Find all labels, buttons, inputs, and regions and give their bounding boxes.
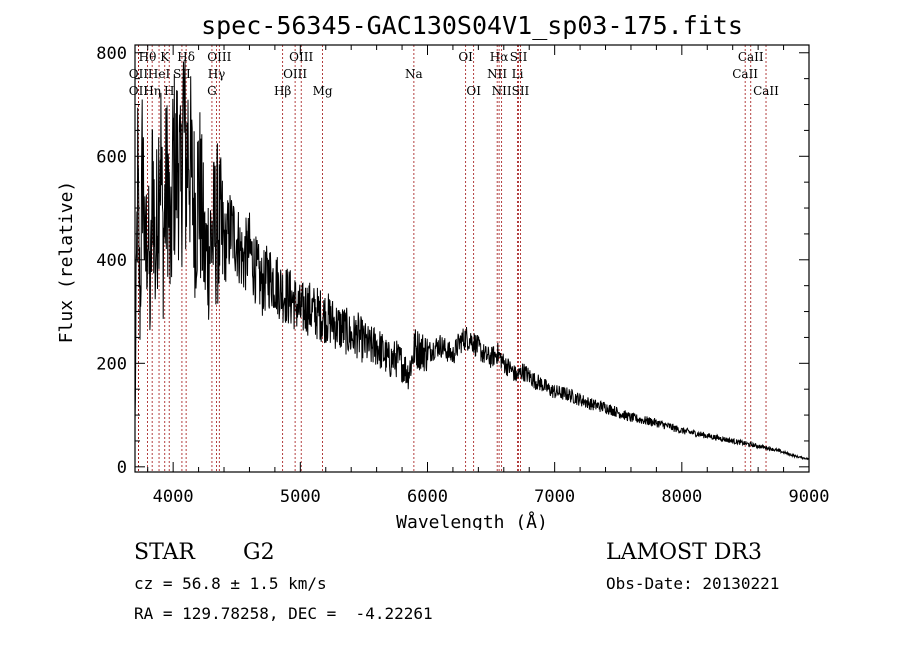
x-tick-label-3: 7000 bbox=[534, 487, 575, 507]
emission-line-label-9: OIII bbox=[207, 50, 231, 64]
emission-line-label-6: H bbox=[164, 84, 174, 98]
emission-line-label-13: OIII bbox=[289, 50, 313, 64]
y-tick-label-4: 800 bbox=[96, 44, 127, 64]
emission-line-label-4: HeI bbox=[148, 67, 171, 81]
emission-line-label-5: Hη bbox=[143, 84, 161, 98]
y-tick-label-0: 0 bbox=[117, 458, 127, 478]
x-tick-label-0: 4000 bbox=[153, 487, 194, 507]
emission-line-label-22: Li bbox=[512, 67, 524, 81]
emission-line-label-8: Hδ bbox=[177, 50, 195, 64]
emission-line-label-26: CaII bbox=[732, 67, 758, 81]
emission-line-label-0: Hθ bbox=[139, 50, 157, 64]
y-tick-label-1: 200 bbox=[96, 354, 127, 374]
emission-line-label-19: Hα bbox=[490, 50, 509, 64]
emission-line-label-7: SII bbox=[173, 67, 191, 81]
emission-line-label-27: CaII bbox=[753, 84, 779, 98]
emission-line-label-11: G bbox=[207, 84, 217, 98]
emission-line-label-23: NII bbox=[492, 84, 512, 98]
emission-line-label-15: Mg bbox=[313, 84, 333, 98]
x-axis-label: Wavelength (Å) bbox=[396, 511, 548, 530]
x-tick-label-2: 6000 bbox=[407, 487, 448, 507]
chart-title: spec-56345-GAC130S04V1_sp03-175.fits bbox=[201, 11, 743, 40]
x-tick-label-5: 9000 bbox=[789, 487, 830, 507]
emission-line-label-14: OIII bbox=[283, 67, 307, 81]
emission-line-label-20: SII bbox=[510, 50, 528, 64]
emission-line-label-25: CaII bbox=[738, 50, 764, 64]
object-subclass: G2 bbox=[243, 540, 275, 565]
spectrum-chart: spec-56345-GAC130S04V1_sp03-175.fits Hθ O… bbox=[56, 11, 829, 530]
coordinates: RA = 129.78258, DEC = -4.22261 bbox=[134, 604, 433, 623]
y-tick-label-2: 400 bbox=[96, 251, 127, 271]
redshift-text: cz = 56.8 ± 1.5 km/s bbox=[134, 574, 327, 593]
object-class: STAR bbox=[134, 540, 195, 565]
y-axis-label: Flux (relative) bbox=[56, 181, 77, 344]
emission-line-label-10: Hγ bbox=[208, 67, 226, 81]
emission-line-label-18: OI bbox=[466, 84, 481, 98]
axis-ticks: 4000 5000 6000 7000 8000 9000 0 200 400 600 800 bbox=[96, 44, 829, 507]
emission-line-label-3: K bbox=[160, 50, 170, 64]
x-tick-label-4: 8000 bbox=[661, 487, 702, 507]
emission-line-label-12: Hβ bbox=[274, 84, 291, 98]
y-tick-label-3: 600 bbox=[96, 147, 127, 167]
emission-line-label-21: NII bbox=[487, 67, 507, 81]
emission-line-label-2: OII bbox=[129, 84, 149, 98]
flux-series-line bbox=[134, 59, 809, 461]
emission-line-label-16: Na bbox=[405, 67, 423, 81]
survey-name: LAMOST DR3 bbox=[606, 540, 762, 565]
emission-line-label-17: OI bbox=[458, 50, 473, 64]
obs-date: Obs-Date: 20130221 bbox=[606, 574, 780, 593]
plot-frame bbox=[134, 44, 810, 473]
emission-line-label-24: SII bbox=[512, 84, 530, 98]
x-tick-label-1: 5000 bbox=[280, 487, 321, 507]
